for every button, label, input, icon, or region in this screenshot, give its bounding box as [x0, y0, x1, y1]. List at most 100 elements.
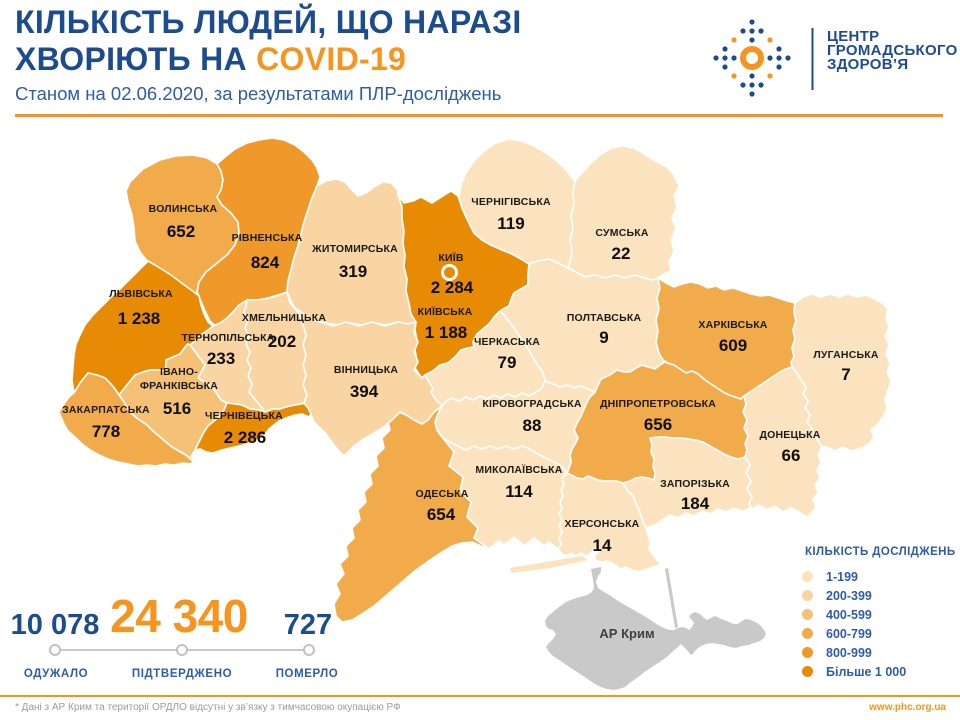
logo-ring-icon	[740, 46, 764, 70]
region-label-dnipro: ДНІПРОПЕТРОВСЬКА	[600, 398, 716, 410]
kyiv-city-marker	[441, 264, 458, 281]
legend-title: КІЛЬКІСТЬ ДОСЛІДЖЕНЬ	[805, 546, 956, 558]
logo-dot-icon	[713, 55, 719, 61]
region-label-zhytomyr: ЖИТОМИРСЬКА	[311, 243, 398, 255]
logo-dot-icon	[758, 28, 764, 34]
region-value-odesa: 654	[427, 505, 456, 524]
logo-dot-orange-icon	[767, 73, 773, 79]
region-label-zakarpattia: ЗАКАРПАТСЬКА	[62, 404, 150, 416]
legend-item-800-999: 800-999	[802, 646, 872, 660]
region-label-kyiv-city: КИЇВ	[438, 251, 463, 264]
logo-dot-icon	[749, 82, 755, 88]
region-crimea	[545, 567, 766, 690]
region-value-kyiv-city: 2 284	[431, 278, 474, 297]
legend-label: 600-799	[826, 626, 872, 641]
legend-swatch	[802, 590, 813, 601]
region-label-mykolaiv: МИКОЛАЇВСЬКА	[475, 463, 562, 476]
phc-logo-icon	[713, 19, 814, 97]
region-label-odesa: ОДЕСЬКА	[415, 488, 468, 500]
region-label-khmelnytsky: ХМЕЛЬНИЦЬКА	[242, 312, 326, 324]
region-value-khmelnytsky: 202	[268, 332, 296, 351]
region-cherkasy	[424, 310, 546, 407]
crimea-arabat-spit	[665, 568, 678, 628]
legend-swatch	[802, 628, 813, 639]
legend-label: 200-399	[826, 588, 872, 603]
region-label-poltava: ПОЛТАВСЬКА	[567, 312, 642, 324]
region-value-kherson: 14	[593, 536, 612, 555]
region-value-vinnytsia: 394	[350, 382, 379, 401]
stat-dot-confirmed	[176, 644, 188, 656]
logo-dot-icon	[749, 37, 755, 43]
logo-dot-icon	[740, 28, 746, 34]
footer-note: * Дані з АР Крим та території ОРДЛО відс…	[15, 702, 401, 713]
region-value-donetsk: 66	[782, 446, 801, 465]
stat-confirmed-value: 24 340	[110, 590, 248, 642]
region-value-poltava: 9	[599, 328, 608, 347]
legend-item-Більше 1 000: Більше 1 000	[802, 665, 906, 679]
region-label-luhansk: ЛУГАНСЬКА	[813, 349, 878, 361]
logo-dot-icon	[776, 64, 782, 70]
region-value-dnipro: 656	[644, 415, 672, 434]
stat-recovered-label: ОДУЖАЛО	[23, 668, 89, 680]
legend-label: 1-199	[826, 569, 858, 584]
region-value-chernihiv: 119	[497, 214, 524, 233]
region-label-vinnytsia: ВІННИЦЬКА	[334, 364, 398, 376]
region-label-chernihiv: ЧЕРНІГІВСЬКА	[471, 196, 551, 208]
region-label-kharkiv: ХАРКІВСЬКА	[698, 319, 767, 331]
stat-confirmed: 24 340	[110, 593, 248, 639]
legend-item-1-199: 1-199	[802, 570, 858, 584]
region-value-mykolaiv: 114	[505, 482, 533, 501]
logo-dot-icon	[749, 73, 755, 79]
logo-dot-icon	[758, 82, 764, 88]
region-label-lviv: ЛЬВІВСЬКА	[109, 288, 173, 300]
region-zakarpattia	[58, 372, 195, 467]
region-value-kharkiv: 609	[719, 336, 747, 355]
stat-confirmed-label: ПІДТВЕРДЖЕНО	[131, 668, 233, 680]
region-sumy	[567, 145, 680, 281]
region-label-ivano-frankivsk: ІВАНО-	[160, 366, 198, 378]
logo-dot-icon	[767, 55, 773, 61]
header-divider	[15, 114, 943, 117]
stat-recovered: 10 078	[11, 611, 100, 640]
region-value-chernivtsi: 2 286	[224, 428, 267, 447]
region-value-luhansk: 7	[841, 365, 850, 384]
title-highlight: COVID-19	[256, 41, 407, 77]
logo-org-name: ЦЕНТР ГРОМАДСЬКОГО ЗДОРОВ’Я	[827, 28, 958, 73]
stat-dot-recovered	[49, 644, 61, 656]
region-label2-ivano-frankivsk: ФРАНКІВСЬКА	[140, 380, 218, 392]
logo-dot-icon	[785, 55, 791, 61]
region-value-zaporizhzhia: 184	[681, 494, 710, 513]
region-label-sumy: СУМСЬКА	[595, 227, 648, 239]
legend-swatch	[802, 647, 813, 658]
legend-item-600-799: 600-799	[802, 627, 872, 641]
logo-dot-orange-icon	[767, 37, 773, 43]
region-value-kirovohrad: 88	[523, 416, 542, 435]
region-label-ternopil: ТЕРНОПІЛЬСЬКА	[181, 332, 274, 344]
region-value-cherkasy: 79	[498, 353, 517, 372]
region-label-cherkasy: ЧЕРКАСЬКА	[474, 336, 540, 348]
footer-site-link[interactable]: www.phc.org.ua	[869, 702, 946, 713]
region-value-kyiv-oblast: 1 188	[425, 323, 468, 342]
logo-dot-icon	[722, 64, 728, 70]
region-label-volyn: ВОЛИНСЬКА	[149, 203, 218, 215]
region-value-zakarpattia: 778	[92, 422, 120, 441]
region-value-volyn: 652	[167, 222, 195, 241]
logo-dot-icon	[776, 46, 782, 52]
logo-dot-icon	[731, 55, 737, 61]
logo-dot-icon	[749, 91, 755, 97]
legend-label: 800-999	[826, 645, 872, 660]
region-value-rivne: 824	[251, 253, 280, 272]
logo-dot-orange-icon	[731, 37, 737, 43]
logo-dot-icon	[722, 46, 728, 52]
logo-dot-icon	[740, 82, 746, 88]
logo-dot-icon	[722, 55, 728, 61]
region-label-chernivtsi: ЧЕРНІВЕЦЬКА	[205, 410, 283, 422]
footer-divider	[0, 695, 960, 697]
region-label-kyiv-oblast: КИЇВСЬКА	[418, 305, 473, 318]
crimea-label: АР Крим	[599, 626, 654, 641]
page-title: КІЛЬКІСТЬ ЛЮДЕЙ, ЩО НАРАЗІ ХВОРІЮТЬ НА C…	[15, 4, 522, 77]
legend-swatch	[802, 609, 813, 620]
region-chernivtsi	[194, 402, 312, 454]
region-label-kherson: ХЕРСОНСЬКА	[565, 518, 640, 530]
kinburn-spit	[510, 556, 588, 573]
